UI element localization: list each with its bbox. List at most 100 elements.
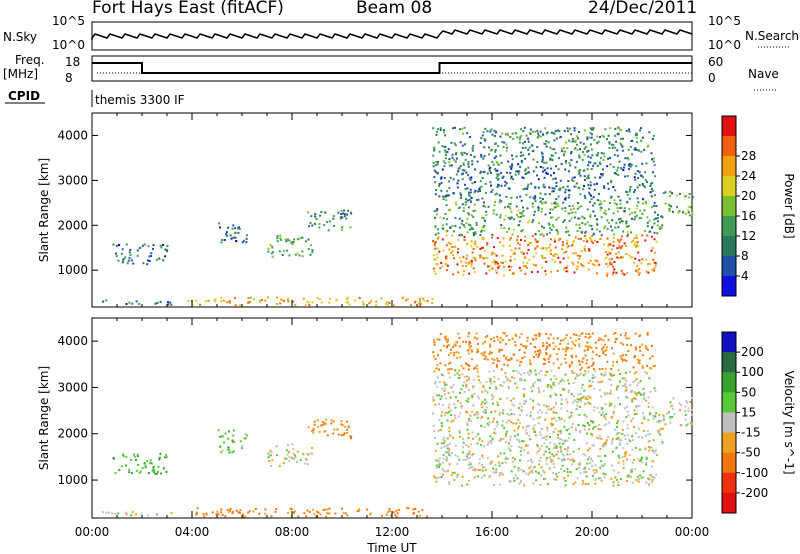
power-cell <box>634 178 637 181</box>
power-cell <box>282 299 285 302</box>
power-cell <box>613 268 616 271</box>
power-cell <box>573 271 576 274</box>
power-cell <box>553 132 556 135</box>
velocity-cell <box>574 427 577 430</box>
power-cell <box>661 216 664 219</box>
velocity-cell <box>130 514 132 517</box>
power-cell <box>534 238 537 241</box>
power-cell <box>488 269 491 272</box>
power-cell <box>531 205 534 208</box>
velocity-cell <box>551 454 554 457</box>
velocity-cell <box>478 462 481 465</box>
power-cell <box>491 251 494 254</box>
power-cell <box>548 186 551 189</box>
velocity-cell <box>506 364 509 367</box>
power-cell <box>348 303 351 306</box>
power-cell <box>229 302 231 305</box>
power-cell <box>320 211 323 214</box>
velocity-cell <box>489 345 492 348</box>
velocity-cell <box>585 396 588 399</box>
velocity-cell <box>604 418 607 421</box>
power-cell <box>623 273 626 276</box>
velocity-cell <box>495 365 498 368</box>
velocity-cell <box>508 442 510 445</box>
power-cell <box>318 226 321 229</box>
velocity-cell <box>454 416 457 419</box>
velocity-cell <box>456 372 459 375</box>
power-cell <box>492 212 495 215</box>
velocity-cell <box>651 479 654 481</box>
power-cell <box>470 197 473 199</box>
velocity-cell <box>622 460 625 463</box>
velocity-cell <box>659 427 662 430</box>
velocity-cell <box>647 433 650 436</box>
velocity-cell <box>448 403 451 406</box>
power-cell <box>631 217 633 220</box>
velocity-cell <box>267 456 270 459</box>
power-cell <box>433 242 436 245</box>
velocity-cell <box>633 409 636 412</box>
velocity-cell <box>560 378 563 381</box>
power-cell <box>314 222 316 225</box>
power-cell <box>507 216 510 219</box>
power-cell <box>545 171 548 174</box>
velocity-cell <box>275 454 278 457</box>
power-cell <box>551 216 554 219</box>
velocity-cell <box>671 407 674 410</box>
velocity-cell <box>472 469 475 472</box>
velocity-cell <box>550 458 553 461</box>
power-cell <box>440 189 443 192</box>
power-cell <box>520 239 522 241</box>
power-cell <box>574 236 577 239</box>
velocity-cell <box>504 357 507 360</box>
power-cell <box>568 189 571 192</box>
power-cell <box>617 166 620 169</box>
power-cell <box>591 128 594 131</box>
power-cell <box>616 169 619 172</box>
power-cell <box>558 157 560 160</box>
power-cell <box>586 150 589 153</box>
power-cell <box>606 265 609 268</box>
power-cell <box>452 254 454 257</box>
velocity-cell <box>442 469 445 472</box>
velocity-cell <box>564 354 567 356</box>
velocity-cell <box>617 484 620 487</box>
power-cell <box>589 215 592 218</box>
velocity-cell <box>519 459 521 462</box>
power-cell <box>497 145 500 148</box>
velocity-cell <box>440 447 443 449</box>
velocity-cell <box>604 353 607 356</box>
power-cell <box>493 135 496 137</box>
velocity-cell <box>605 423 608 426</box>
power-cell <box>493 204 496 207</box>
power-cell <box>279 234 282 237</box>
power-cell <box>466 217 469 220</box>
power-cell <box>641 212 644 215</box>
velocity-cell <box>595 353 598 356</box>
velocity-cell <box>239 440 242 443</box>
velocity-cell <box>447 354 450 356</box>
velocity-cell <box>527 451 530 454</box>
power-cell <box>618 244 621 247</box>
velocity-cell <box>231 451 234 454</box>
velocity-cell <box>579 431 582 434</box>
power-cell <box>510 175 513 178</box>
velocity-cell <box>436 364 439 367</box>
power-cell <box>567 180 570 182</box>
power-cell <box>620 235 623 238</box>
velocity-cell <box>270 451 273 454</box>
power-cell <box>632 239 634 242</box>
power-cell <box>651 268 654 271</box>
velocity-cell <box>661 442 664 445</box>
velocity-colorbar-segment <box>722 492 736 514</box>
power-cell <box>480 137 483 140</box>
power-cell <box>652 157 655 160</box>
power-cell <box>544 201 547 204</box>
power-cell <box>461 203 464 206</box>
velocity-cell <box>451 471 454 474</box>
power-cell <box>432 240 434 242</box>
velocity-cell <box>529 438 532 441</box>
velocity-cell <box>576 404 579 407</box>
power-cell <box>546 233 549 236</box>
power-cell <box>594 162 597 165</box>
